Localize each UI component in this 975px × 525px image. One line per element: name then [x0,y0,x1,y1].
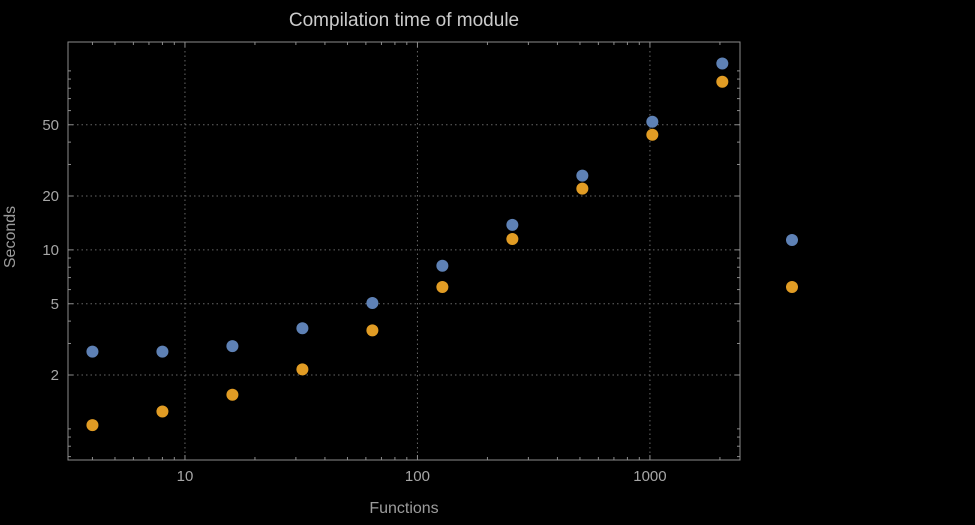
x-tick-label: 100 [405,468,430,485]
y-axis-label: Seconds [2,206,19,268]
y-tick-label: 5 [51,296,59,313]
data-point-orange [436,281,449,294]
data-point-orange [576,182,589,195]
data-point-blue [226,340,239,353]
data-point-blue [506,218,519,231]
data-point-blue [86,345,99,358]
data-point-orange [226,388,239,401]
data-point-orange [506,233,519,246]
chart-title: Compilation time of module [289,10,519,31]
data-point-orange [296,363,309,376]
plot-frame [67,41,741,461]
x-axis-label: Functions [369,500,438,517]
x-tick-label: 1000 [633,468,666,485]
x-tick-label: 10 [177,468,194,485]
y-tick-label: 50 [42,117,59,134]
data-point-orange [646,128,659,141]
data-point-blue [576,169,589,182]
data-point-orange [716,75,729,88]
data-point-blue [156,345,169,358]
y-tick-label: 2 [51,367,59,384]
legend-marker-blue [786,234,798,246]
data-point-blue [716,57,729,70]
data-point-blue [646,115,659,128]
data-point-blue [436,259,449,272]
data-point-orange [156,405,169,418]
y-tick-label: 20 [42,188,59,205]
data-point-blue [366,296,379,309]
data-point-orange [366,324,379,337]
legend-marker-orange [786,281,798,293]
data-point-orange [86,419,99,432]
plot-generated-layer: 10 100 1000 2 5 10 20 50 [42,41,798,485]
y-tick-label: 10 [42,242,59,259]
data-point-blue [296,322,309,335]
